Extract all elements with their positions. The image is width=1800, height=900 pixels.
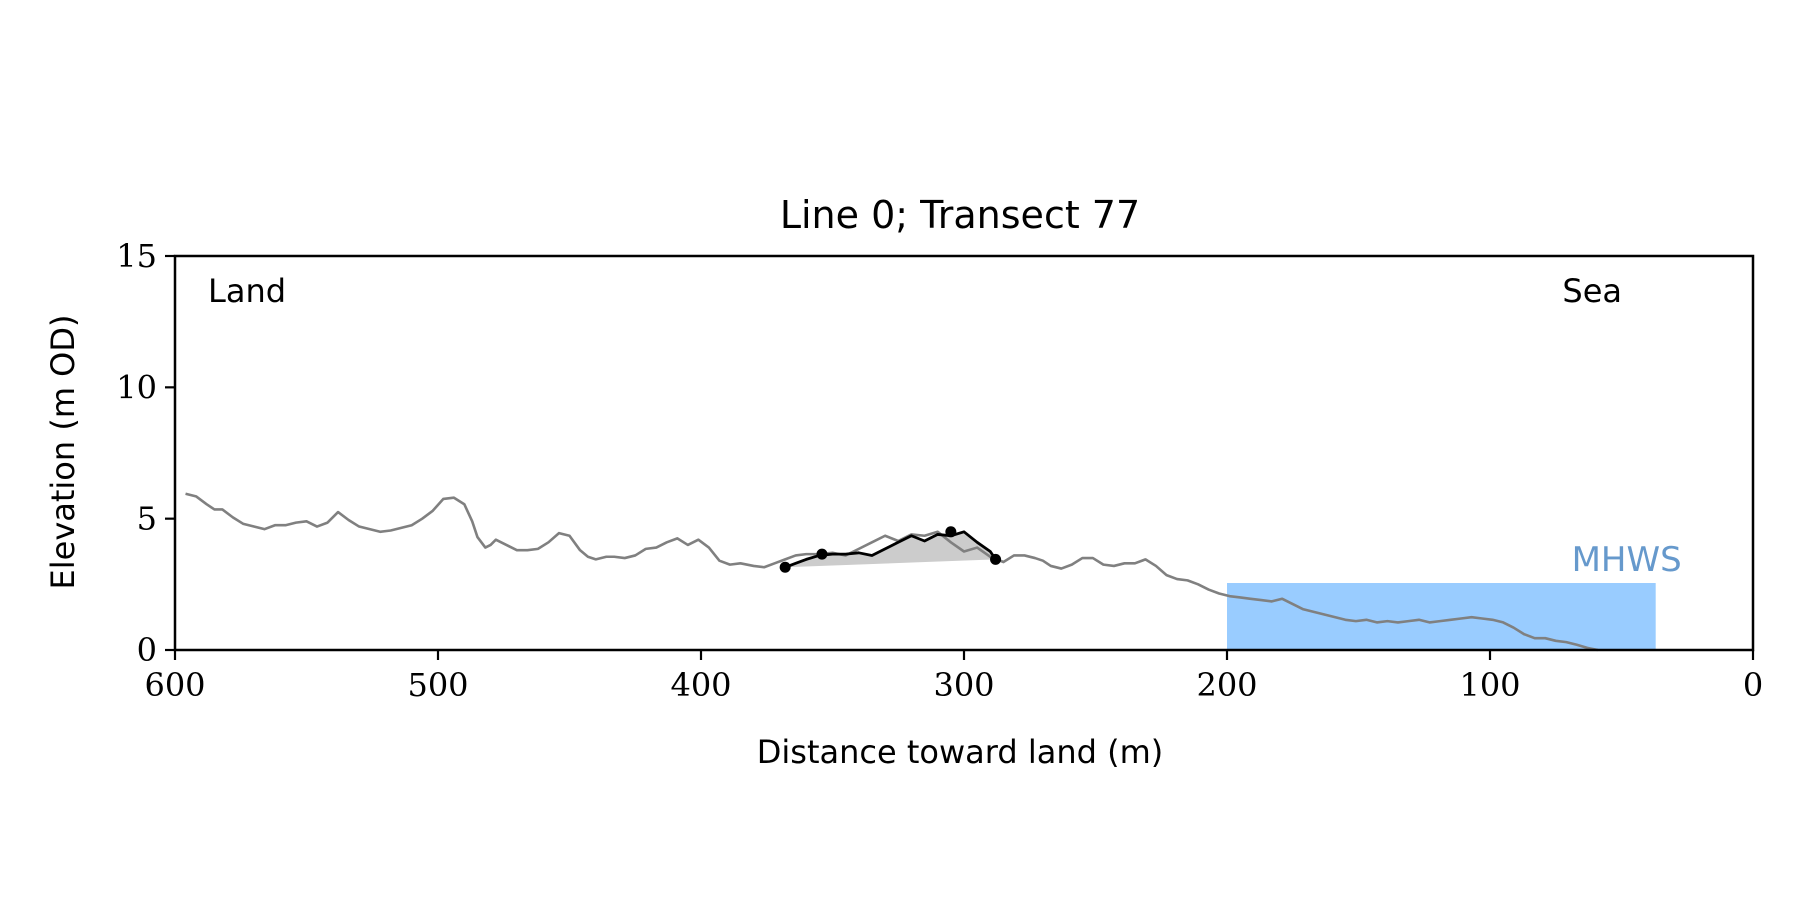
y-tick-label: 5	[137, 500, 157, 538]
highlight-point	[779, 561, 791, 573]
highlight-fill	[785, 531, 996, 568]
x-axis-ticks: 600 500 400 300 200 100 0	[144, 650, 1763, 704]
y-axis-ticks: 0 5 10 15	[116, 237, 175, 669]
x-tick-label: 600	[144, 666, 205, 704]
highlight-point	[990, 553, 1002, 565]
y-tick-label: 10	[116, 368, 157, 406]
mhws-area	[1227, 583, 1656, 650]
mhws-label: MHWS	[1572, 540, 1682, 580]
x-axis-label: Distance toward land (m)	[757, 733, 1163, 771]
x-tick-label: 0	[1743, 666, 1763, 704]
sea-annotation: Sea	[1562, 272, 1622, 310]
x-tick-label: 400	[670, 666, 731, 704]
highlight-fill-polygon	[785, 531, 996, 568]
y-axis-label: Elevation (m OD)	[44, 315, 82, 590]
y-tick-label: 0	[137, 631, 157, 669]
x-tick-label: 200	[1196, 666, 1257, 704]
profile-line	[185, 492, 1599, 652]
x-tick-label: 300	[933, 666, 994, 704]
land-annotation: Land	[208, 272, 286, 310]
chart-title: Line 0; Transect 77	[780, 193, 1140, 237]
x-tick-label: 500	[407, 666, 468, 704]
elevation-profile	[185, 492, 1599, 652]
mhws-rect	[1227, 583, 1656, 650]
x-tick-label: 100	[1459, 666, 1520, 704]
highlight-point	[945, 526, 957, 538]
highlight-point	[816, 548, 828, 560]
y-tick-label: 15	[116, 237, 157, 275]
highlight-points	[779, 526, 1002, 573]
